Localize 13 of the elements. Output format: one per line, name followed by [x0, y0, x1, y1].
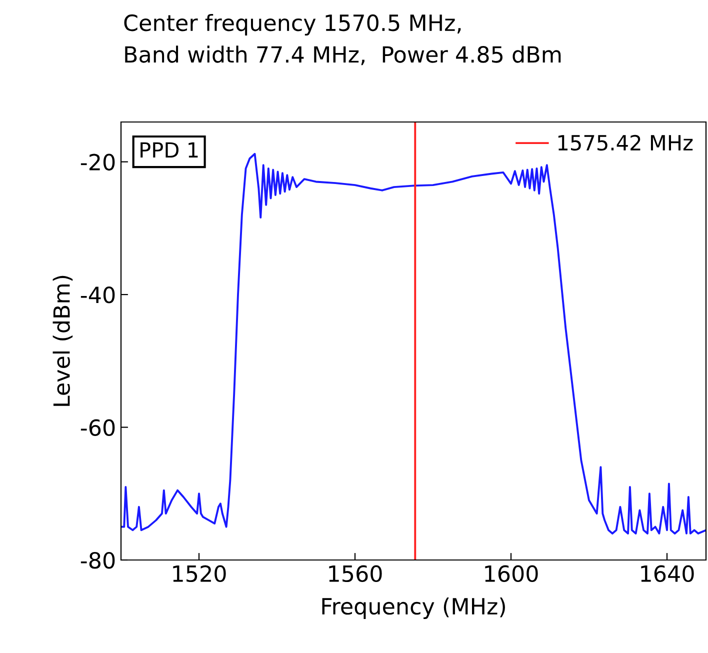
- annotation: PPD 1: [140, 142, 198, 158]
- legend-label: 1575.42 MHz: [558, 134, 693, 151]
- y-tick-label: -40: [80, 286, 115, 304]
- y-tick-label: -80: [80, 552, 115, 569]
- y-axis-title: Level (dBm): [52, 276, 73, 406]
- x-tick-label: 1520: [173, 565, 226, 582]
- y-tick-label: -60: [80, 419, 115, 436]
- y-tick-label: -20: [80, 154, 115, 171]
- x-tick-label: 1600: [485, 565, 538, 582]
- x-axis-title: Frequency (MHz): [322, 598, 505, 619]
- x-tick-label: 1640: [641, 565, 694, 582]
- x-tick-label: 1560: [329, 565, 382, 582]
- chart-title: Center frequency 1570.5 MHz, Band width 77.4 MHz, Power 4.85 dBm: [124, 14, 561, 66]
